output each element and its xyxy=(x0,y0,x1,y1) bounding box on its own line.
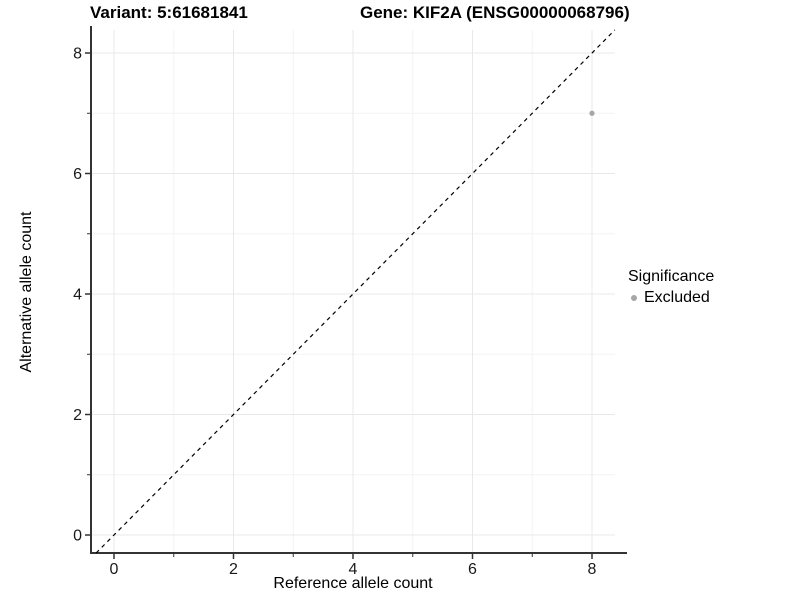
identity-line xyxy=(95,29,616,554)
y-tick-label: 0 xyxy=(73,528,82,545)
y-tick-label: 8 xyxy=(73,46,82,63)
data-point xyxy=(589,110,595,116)
y-tick-label: 4 xyxy=(73,287,82,304)
y-tick-label: 2 xyxy=(73,407,82,424)
x-tick-label: 8 xyxy=(588,561,597,578)
legend-item-excluded: Excluded xyxy=(628,289,714,307)
variant-title: Variant: 5:61681841 xyxy=(90,3,248,22)
excluded-dot-icon xyxy=(631,295,637,301)
gene-title: Gene: KIF2A (ENSG00000068796) xyxy=(360,3,630,22)
y-tick-label: 6 xyxy=(73,166,82,183)
x-tick-label: 0 xyxy=(110,561,119,578)
x-tick-label: 6 xyxy=(468,561,477,578)
legend-title: Significance xyxy=(628,268,715,285)
x-tick-label: 4 xyxy=(349,561,358,578)
x-tick-label: 2 xyxy=(229,561,238,578)
x-axis-label: Reference allele count xyxy=(273,575,433,592)
legend: Significance Excluded xyxy=(628,268,714,307)
legend-item-label: Excluded xyxy=(644,289,710,306)
y-axis-label: Alternative allele count xyxy=(18,211,35,373)
